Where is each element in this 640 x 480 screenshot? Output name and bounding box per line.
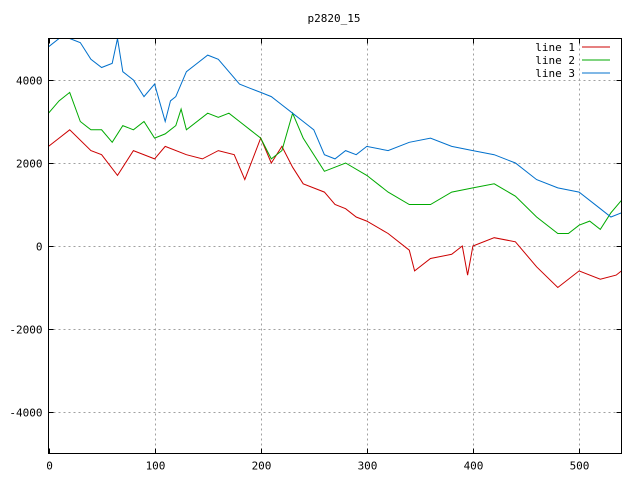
- chart-title: p2820_15: [308, 12, 361, 25]
- grid: [48, 38, 622, 454]
- x-tick-label: 0: [46, 460, 53, 473]
- series-line-3: [48, 38, 622, 218]
- y-tick-label: -4000: [9, 407, 42, 420]
- series-line-2: [48, 91, 622, 234]
- legend-label-3: line 3: [535, 67, 575, 80]
- x-tick-label: 300: [358, 460, 378, 473]
- legend-label-1: line 1: [535, 41, 575, 54]
- legend-label-2: line 2: [535, 54, 575, 67]
- x-tick-label: 500: [570, 460, 590, 473]
- x-tick-label: 400: [464, 460, 484, 473]
- y-tick-label: 4000: [16, 75, 43, 88]
- y-tick-label: 2000: [16, 158, 43, 171]
- series-layer: [48, 38, 622, 289]
- y-tick-label: -2000: [9, 324, 42, 337]
- y-tick-label: 0: [36, 241, 43, 254]
- x-tick-label: 100: [146, 460, 166, 473]
- series-line-1: [48, 129, 622, 289]
- x-tick-label: 200: [252, 460, 272, 473]
- axis-ticks: 0 100 200 300 400 500 -4000 -2000 0 2000 4000: [9, 38, 622, 473]
